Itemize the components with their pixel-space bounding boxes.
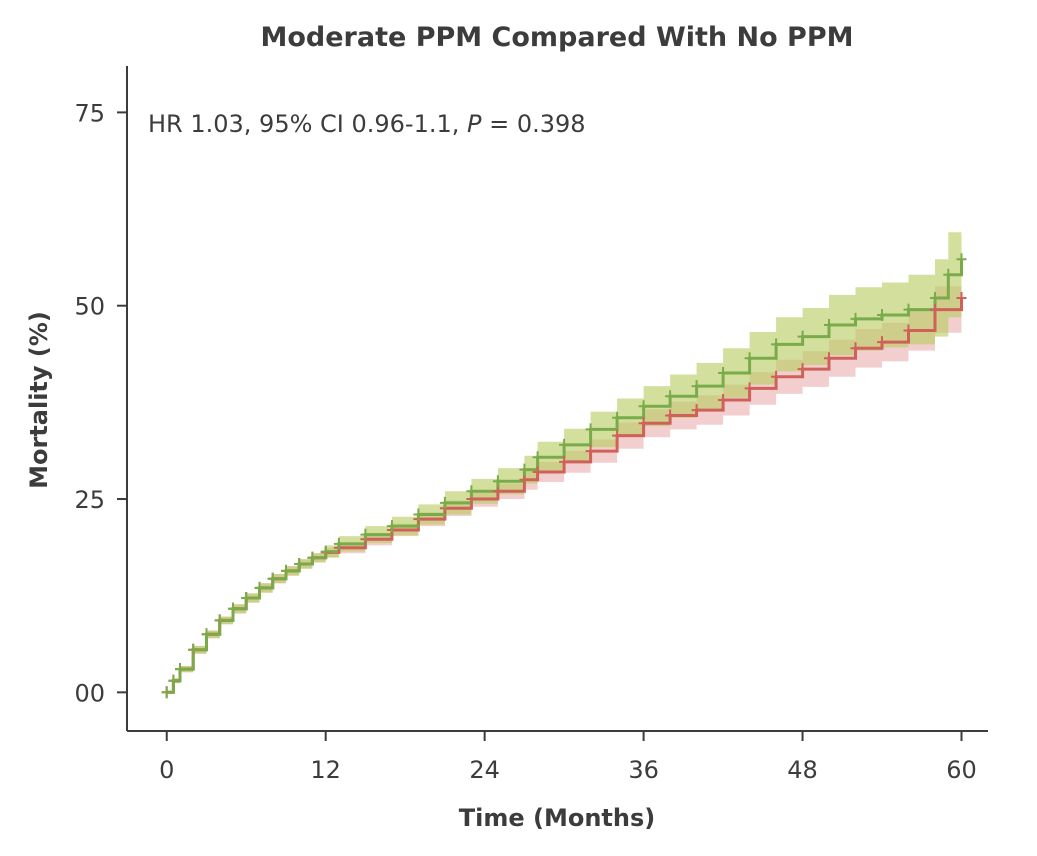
censor-mark — [519, 463, 530, 476]
censor-mark — [386, 520, 397, 533]
censor-mark — [771, 370, 782, 383]
censor-mark — [744, 352, 755, 365]
censor-mark — [585, 423, 596, 436]
censor-mark — [903, 303, 914, 316]
censor-mark — [360, 528, 371, 541]
censor-mark — [333, 537, 344, 550]
censor-mark — [771, 338, 782, 351]
y-axis-ticks: 00 25 50 75 — [74, 99, 127, 707]
censor-mark — [718, 367, 729, 379]
censor-mark — [559, 438, 570, 451]
x-axis-label: Time (Months) — [459, 804, 655, 832]
censor-mark — [175, 663, 185, 676]
censor-mark — [168, 674, 179, 687]
censor-marks — [161, 253, 967, 699]
censor-mark — [943, 268, 954, 281]
censor-mark — [201, 628, 212, 641]
censor-mark — [850, 342, 861, 355]
x-tick-label: 48 — [787, 756, 818, 784]
censor-mark — [492, 485, 503, 498]
y-tick-label: 75 — [74, 99, 105, 127]
x-tick-label: 60 — [946, 756, 977, 784]
censor-mark — [665, 409, 676, 422]
y-tick-label: 50 — [74, 293, 105, 321]
censor-mark — [307, 551, 318, 564]
censor-mark — [241, 592, 252, 604]
annotation-prefix: HR 1.03, 95% CI 0.96-1.1, — [148, 110, 467, 138]
censor-mark — [585, 445, 596, 458]
censor-mark — [744, 382, 755, 395]
chart-title: Moderate PPM Compared With No PPM — [260, 22, 853, 53]
censor-mark — [228, 602, 238, 615]
censor-mark — [691, 404, 702, 417]
censor-mark — [824, 319, 834, 331]
censor-mark — [877, 336, 887, 349]
censor-mark — [691, 380, 702, 393]
x-axis-ticks: 0 12 24 36 48 60 — [159, 731, 977, 784]
censor-mark — [930, 292, 940, 304]
x-tick-label: 12 — [310, 756, 341, 784]
censor-mark — [638, 417, 649, 430]
censor-mark — [161, 686, 172, 699]
censor-mark — [559, 455, 570, 468]
p-symbol: P — [467, 110, 482, 138]
censor-mark — [638, 400, 649, 413]
censor-mark — [492, 475, 503, 488]
x-tick-label: 24 — [469, 756, 500, 784]
censor-mark — [824, 352, 834, 365]
censor-mark — [718, 394, 729, 406]
censor-mark — [797, 363, 808, 376]
censor-mark — [267, 572, 278, 585]
censor-mark — [254, 581, 265, 594]
censor-mark — [797, 330, 808, 343]
censor-mark — [214, 614, 225, 627]
censor-mark — [281, 564, 291, 577]
censor-mark — [519, 473, 530, 486]
y-axis-label: Mortality (%) — [25, 311, 53, 489]
censor-mark — [612, 429, 623, 442]
series-line-1 — [166, 298, 963, 694]
censor-mark — [850, 312, 861, 325]
censor-mark — [532, 466, 543, 478]
y-tick-label: 25 — [74, 486, 105, 514]
censor-mark — [188, 643, 199, 656]
censor-mark — [439, 496, 450, 509]
censor-mark — [903, 324, 914, 337]
censor-mark — [532, 451, 543, 464]
censor-mark — [956, 253, 967, 266]
axes — [126, 66, 988, 732]
censor-mark — [294, 558, 305, 570]
y-tick-label: 00 — [74, 679, 105, 707]
censor-mark — [413, 508, 424, 521]
censor-mark — [877, 309, 887, 321]
annotation-suffix: = 0.398 — [482, 110, 586, 138]
censor-mark — [930, 303, 940, 316]
censor-mark — [466, 485, 477, 498]
hazard-ratio-annotation: HR 1.03, 95% CI 0.96-1.1, P = 0.398 — [148, 110, 586, 138]
censor-mark — [956, 292, 967, 304]
x-tick-label: 36 — [628, 756, 659, 784]
censor-mark — [612, 411, 623, 424]
x-tick-label: 0 — [159, 756, 174, 784]
censor-mark — [320, 545, 331, 558]
censor-mark — [665, 390, 676, 403]
